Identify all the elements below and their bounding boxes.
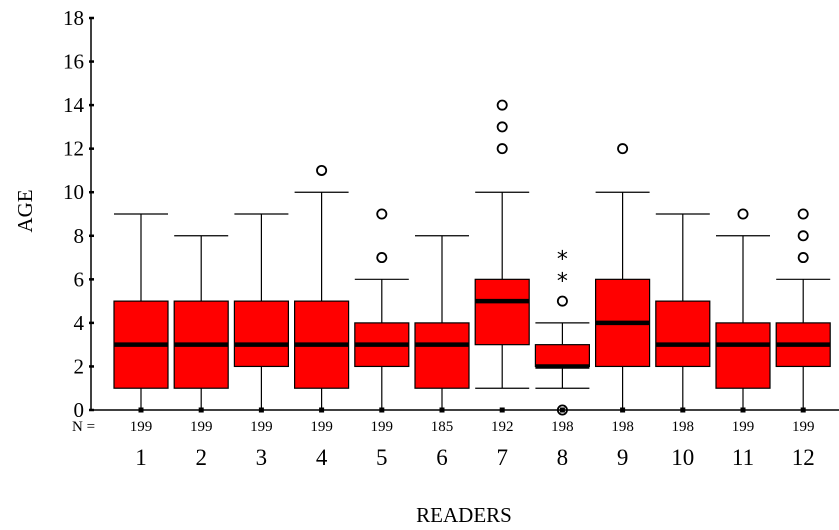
box-group: **: [535, 248, 589, 415]
n-prefix-label: N =: [72, 419, 95, 435]
n-count-label: 192: [491, 419, 514, 435]
iqr-box: [716, 323, 770, 388]
box-group: [415, 236, 469, 410]
y-tick-label: 4: [74, 311, 85, 335]
category-label: 10: [671, 445, 694, 470]
box-group: [114, 214, 168, 410]
iqr-box: [475, 279, 529, 344]
y-tick-label: 16: [63, 50, 84, 74]
y-tick-label: 18: [63, 6, 84, 30]
category-label: 3: [256, 445, 268, 470]
box-group: [475, 101, 529, 389]
iqr-box: [415, 323, 469, 388]
outlier-point: [317, 166, 326, 175]
n-count-label: 198: [551, 419, 574, 435]
x-tick-mark: [620, 408, 625, 413]
x-tick-mark: [319, 408, 324, 413]
outlier-point: [498, 144, 507, 153]
n-count-label: 185: [431, 419, 454, 435]
y-tick-label: 8: [74, 224, 85, 248]
n-count-label: 199: [130, 419, 153, 435]
category-label: 5: [376, 445, 388, 470]
y-axis-title: AGE: [13, 189, 37, 232]
category-label: 6: [436, 445, 448, 470]
outlier-point: [377, 209, 386, 218]
n-count-label: 199: [792, 419, 815, 435]
x-tick-mark: [500, 408, 505, 413]
outlier-point: [799, 253, 808, 262]
extreme-point: *: [557, 248, 568, 273]
outlier-point: [558, 297, 567, 306]
box-group: [174, 236, 228, 410]
outlier-point: [377, 253, 386, 262]
n-count-label: 198: [672, 419, 695, 435]
n-count-label: 199: [190, 419, 213, 435]
category-label: 8: [557, 445, 569, 470]
x-tick-mark: [801, 408, 806, 413]
x-axis-title: READERS: [416, 503, 512, 527]
category-label: 11: [732, 445, 754, 470]
x-tick-mark: [199, 408, 204, 413]
n-count-label: 198: [611, 419, 634, 435]
iqr-box: [656, 301, 710, 366]
box-group: [656, 214, 710, 410]
n-count-label: 199: [371, 419, 394, 435]
outlier-point: [498, 101, 507, 110]
category-label: 9: [617, 445, 629, 470]
category-label: 7: [496, 445, 508, 470]
category-label: 4: [316, 445, 328, 470]
extreme-point: *: [557, 269, 568, 294]
n-count-label: 199: [310, 419, 333, 435]
x-tick-mark: [259, 408, 264, 413]
outlier-point: [799, 209, 808, 218]
box-group: [295, 166, 349, 410]
iqr-box: [234, 301, 288, 366]
x-tick-mark: [440, 408, 445, 413]
boxes: **: [114, 101, 830, 415]
outlier-point: [799, 231, 808, 240]
y-tick-label: 12: [63, 137, 84, 161]
box-group: [355, 209, 409, 410]
x-tick-mark: [680, 408, 685, 413]
box-group: [776, 209, 830, 410]
iqr-box: [535, 345, 589, 367]
box-group: [596, 144, 650, 410]
x-tick-mark: [139, 408, 144, 413]
y-tick-label: 2: [74, 354, 85, 378]
outlier-point: [498, 122, 507, 131]
category-label: 1: [135, 445, 147, 470]
y-tick-label: 6: [74, 267, 85, 291]
y-tick-label: 10: [63, 180, 84, 204]
box-group: [716, 209, 770, 410]
box-group: [234, 214, 288, 410]
n-count-label: 199: [250, 419, 273, 435]
x-tick-mark: [741, 408, 746, 413]
outlier-point: [738, 209, 747, 218]
x-tick-mark: [560, 408, 565, 413]
n-count-label: 199: [732, 419, 755, 435]
y-tick-label: 14: [63, 93, 85, 117]
x-tick-mark: [379, 408, 384, 413]
category-label: 2: [195, 445, 207, 470]
x-axis: 199 1 199 2 199 3 199 4 199 5 185 6 192 7 198 8 198 9 198 1…: [91, 408, 839, 471]
category-label: 12: [792, 445, 815, 470]
outlier-point: [618, 144, 627, 153]
